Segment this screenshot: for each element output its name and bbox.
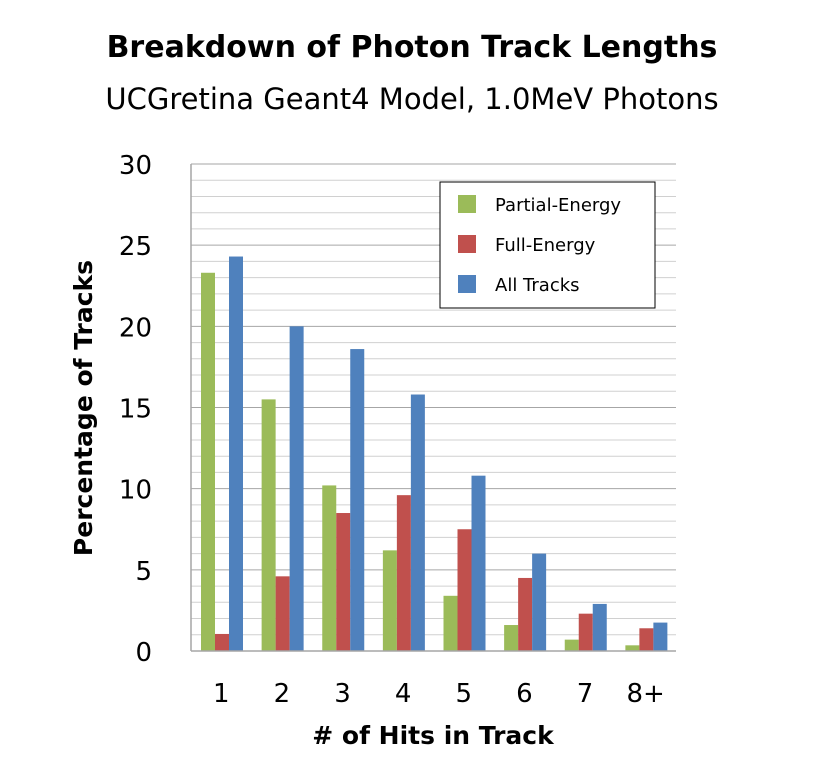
bar-all-tracks-6 (532, 553, 547, 651)
x-tick-label: 6 (516, 679, 533, 709)
x-tick-label: 4 (395, 679, 412, 709)
bar-full-energy-3 (336, 513, 351, 651)
bar-all-tracks-8 (653, 622, 668, 651)
bar-partial-energy-7 (564, 639, 579, 651)
x-tick-label: 8+ (627, 679, 665, 709)
y-tick-label: 0 (135, 638, 152, 668)
bar-full-energy-4 (396, 495, 411, 651)
bar-full-energy-1 (215, 633, 229, 651)
bars (201, 256, 668, 651)
tick-labels: 0 5 10 15 20 25 30 1 2 3 4 5 6 7 8+ (119, 151, 665, 709)
bar-partial-energy-8 (625, 645, 640, 651)
y-tick-label: 10 (119, 476, 152, 506)
bar-partial-energy-6 (504, 625, 519, 651)
x-tick-label: 2 (274, 679, 291, 709)
bar-full-energy-5 (457, 529, 472, 651)
bar-all-tracks-7 (592, 603, 607, 651)
bar-full-energy-6 (518, 577, 533, 651)
y-tick-label: 25 (119, 232, 152, 262)
y-tick-label: 20 (119, 313, 152, 343)
chart-subtitle: UCGretina Geant4 Model, 1.0MeV Photons (105, 82, 719, 116)
legend-swatch (458, 275, 476, 293)
x-axis-label: # of Hits in Track (312, 721, 555, 750)
y-tick-label: 30 (119, 151, 152, 181)
legend-label: Full-Energy (495, 235, 596, 256)
legend: Partial-Energy Full-Energy All Tracks (439, 181, 656, 309)
x-tick-label: 5 (456, 679, 473, 709)
legend-swatch (458, 235, 476, 253)
bar-all-tracks-4 (410, 394, 425, 651)
bar-partial-energy-2 (261, 399, 276, 651)
y-tick-label: 5 (135, 557, 152, 587)
bar-partial-energy-4 (382, 550, 397, 651)
x-tick-label: 1 (213, 679, 230, 709)
legend-label: All Tracks (495, 275, 580, 296)
bar-all-tracks-1 (229, 256, 243, 651)
legend-swatch (458, 195, 476, 213)
bar-all-tracks-5 (471, 475, 486, 651)
x-tick-label: 3 (334, 679, 351, 709)
y-axis-label: Percentage of Tracks (69, 260, 98, 556)
x-tick-label: 7 (577, 679, 594, 709)
bar-partial-energy-3 (322, 485, 337, 651)
bar-partial-energy-1 (201, 272, 215, 651)
bar-full-energy-8 (639, 628, 654, 651)
bar-full-energy-2 (275, 576, 290, 651)
legend-label: Partial-Energy (495, 195, 621, 216)
bar-full-energy-7 (578, 613, 593, 651)
bar-all-tracks-2 (289, 326, 304, 651)
chart-title: Breakdown of Photon Track Lengths (106, 30, 718, 65)
bar-partial-energy-5 (443, 595, 458, 651)
axes (190, 164, 676, 652)
y-tick-label: 15 (119, 395, 152, 425)
bar-all-tracks-3 (350, 349, 365, 651)
